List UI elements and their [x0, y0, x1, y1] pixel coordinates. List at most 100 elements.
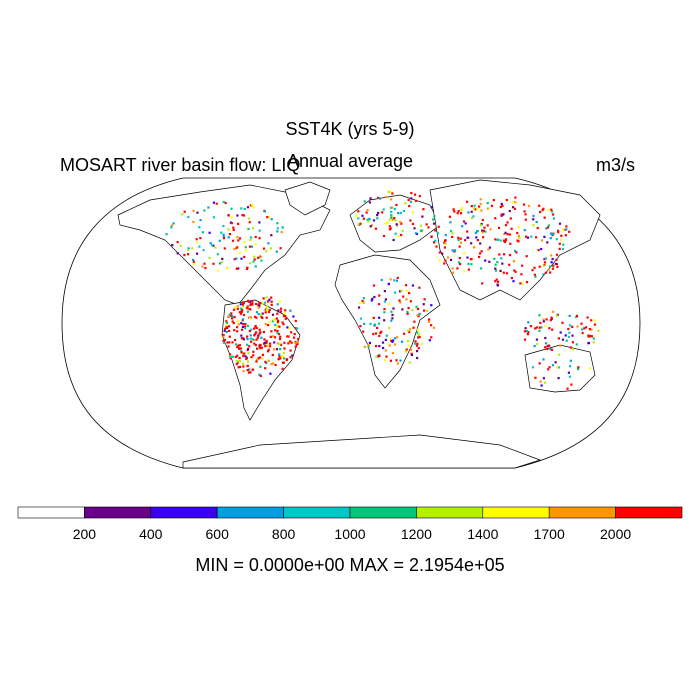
river-flow-cell	[225, 321, 229, 324]
river-flow-cell	[282, 361, 285, 364]
river-flow-cell	[294, 341, 297, 344]
river-flow-cell	[236, 307, 239, 310]
river-flow-cell	[276, 227, 279, 230]
river-flow-cell	[472, 246, 476, 249]
river-flow-cell	[496, 238, 499, 241]
river-flow-cell	[513, 207, 517, 210]
river-flow-cell	[575, 316, 578, 319]
river-flow-cell	[381, 211, 384, 214]
river-flow-cell	[183, 210, 186, 213]
river-flow-cell	[449, 221, 452, 224]
river-flow-cell	[390, 310, 393, 313]
river-flow-cell	[231, 317, 234, 320]
river-flow-cell	[383, 290, 386, 293]
river-flow-cell	[253, 338, 256, 342]
river-flow-cell	[228, 341, 231, 344]
river-flow-cell	[382, 208, 385, 211]
river-flow-cell	[284, 317, 287, 320]
river-flow-cell	[407, 344, 410, 347]
river-flow-cell	[230, 222, 233, 225]
river-flow-cell	[198, 226, 201, 229]
river-flow-cell	[222, 333, 225, 337]
river-flow-cell	[287, 335, 290, 338]
river-flow-cell	[264, 367, 267, 370]
river-flow-cell	[222, 233, 225, 236]
river-flow-cell	[276, 222, 279, 225]
river-flow-cell	[389, 206, 393, 209]
river-flow-cell	[383, 359, 387, 362]
river-flow-cell	[270, 330, 273, 333]
river-flow-cell	[474, 231, 477, 235]
river-flow-cell	[374, 332, 378, 335]
river-flow-cell	[406, 312, 409, 315]
river-flow-cell	[224, 327, 227, 330]
river-flow-cell	[388, 344, 391, 347]
river-flow-cell	[388, 326, 391, 330]
river-flow-cell	[372, 219, 376, 222]
river-flow-cell	[443, 246, 446, 249]
river-flow-cell	[549, 319, 552, 322]
river-flow-cell	[291, 354, 294, 357]
river-flow-cell	[549, 347, 552, 351]
river-flow-cell	[545, 227, 548, 230]
river-flow-cell	[386, 221, 389, 224]
river-flow-cell	[538, 204, 541, 207]
colorbar-box	[349, 506, 417, 519]
river-flow-cell	[391, 352, 394, 355]
river-flow-cell	[547, 368, 550, 371]
river-flow-cell	[409, 200, 412, 203]
river-flow-cell	[395, 223, 398, 226]
river-flow-cell	[279, 307, 283, 310]
river-flow-cell	[367, 220, 370, 223]
river-flow-cell	[252, 354, 255, 357]
river-flow-cell	[366, 218, 369, 221]
europe-coastline	[349, 194, 441, 253]
river-flow-cell	[409, 300, 412, 303]
river-flow-cell	[408, 205, 411, 208]
river-flow-cell	[247, 217, 250, 220]
river-flow-cell	[422, 208, 425, 211]
river-flow-cell	[246, 310, 249, 313]
river-flow-cell	[581, 328, 584, 331]
river-flow-cell	[499, 205, 502, 209]
river-flow-cell	[416, 342, 419, 345]
river-flow-cell	[406, 329, 410, 332]
river-flow-cell	[550, 210, 554, 213]
river-flow-cell	[508, 254, 512, 257]
river-flow-cell	[404, 202, 407, 205]
river-flow-cell	[290, 341, 293, 344]
river-flow-cell	[409, 219, 412, 222]
river-flow-cell	[448, 215, 451, 218]
river-flow-cell	[378, 316, 381, 319]
river-flow-cell	[514, 196, 517, 199]
river-flow-cell	[222, 237, 226, 240]
river-flow-cell	[557, 337, 560, 340]
river-flow-cell	[393, 279, 396, 282]
river-flow-cell	[457, 236, 460, 239]
river-flow-cell	[410, 197, 413, 200]
river-flow-cell	[240, 322, 243, 325]
river-flow-cell	[551, 267, 555, 270]
river-flow-cell	[232, 228, 235, 232]
river-flow-cell	[508, 209, 511, 213]
river-flow-cell	[437, 225, 440, 228]
river-flow-cell	[249, 334, 252, 337]
river-flow-cell	[267, 350, 270, 353]
river-flow-cell	[357, 217, 360, 220]
river-flow-cell	[240, 334, 243, 337]
river-flow-cell	[559, 331, 562, 334]
river-flow-cell	[383, 308, 386, 311]
river-flow-cell	[201, 231, 204, 234]
river-flow-cell	[538, 265, 541, 268]
river-flow-cell	[286, 326, 289, 329]
river-flow-cell	[183, 254, 186, 257]
river-flow-cell	[453, 249, 456, 252]
river-flow-cell	[516, 231, 519, 235]
river-flow-cell	[535, 236, 538, 239]
river-flow-cell	[444, 242, 447, 245]
river-flow-cell	[549, 232, 553, 235]
river-flow-cell	[255, 331, 258, 334]
river-flow-cell	[392, 339, 395, 342]
river-flow-cell	[223, 338, 226, 341]
river-flow-cell	[236, 214, 239, 217]
